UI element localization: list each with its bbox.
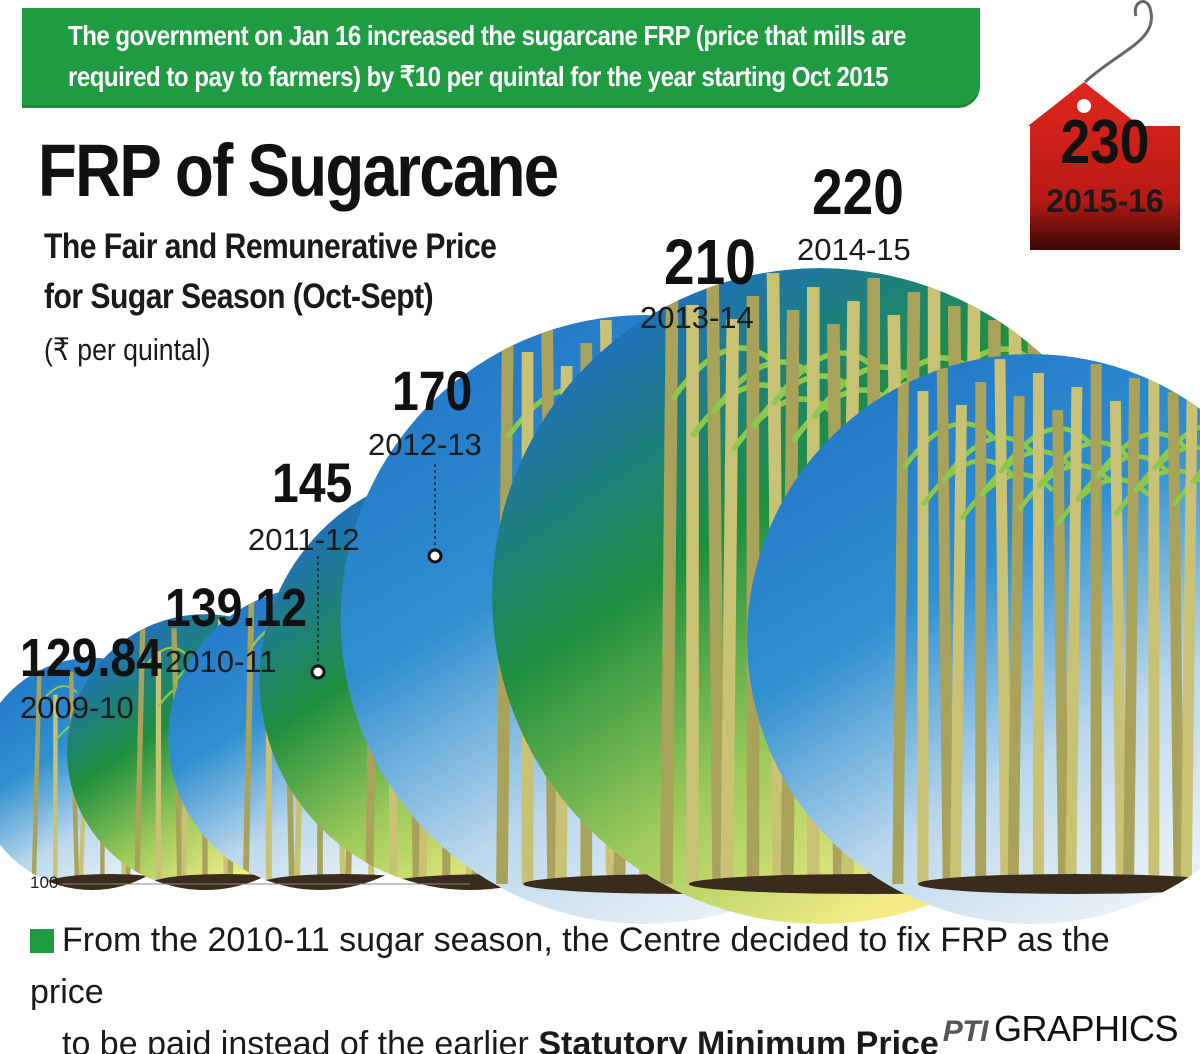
- cane-leaf: [1132, 445, 1200, 494]
- connector-group: [310, 464, 443, 680]
- value-label-2012-13: 170: [392, 361, 472, 423]
- footnote-text-1: From the 2010-11 sugar season, the Centr…: [30, 921, 1110, 1011]
- cane-stalk: [1180, 368, 1198, 885]
- value-label-2009-10: 129.84: [20, 627, 162, 688]
- footnote-line-1: From the 2010-11 sugar season, the Centr…: [30, 914, 1180, 1018]
- banner-line-1: The government on Jan 16 increased the s…: [68, 20, 906, 51]
- value-label-2013-14: 210: [664, 226, 756, 298]
- year-label-2015-16: 2015-16: [1046, 183, 1163, 219]
- cane-stalk: [1123, 377, 1141, 885]
- pti-logo: PTI: [942, 1015, 989, 1048]
- footnote-text-2: to be paid instead of the earlier: [62, 1025, 539, 1054]
- tag-shape: [1028, 82, 1180, 250]
- cane-stalk: [936, 367, 954, 885]
- footnote-emphasis: Statutory Minimum Price: [538, 1025, 939, 1054]
- credit-text: GRAPHICS: [993, 1008, 1179, 1049]
- year-label-2010-11: 2010-11: [165, 644, 276, 679]
- cane-stalk: [706, 281, 725, 885]
- cane-stalk: [892, 354, 910, 885]
- connector-dot: [427, 548, 443, 564]
- year-label-2011-12: 2011-12: [248, 522, 359, 557]
- cane-leaf: [1171, 459, 1200, 508]
- cane-stalk: [31, 657, 42, 885]
- baseline-label: 100: [30, 873, 58, 892]
- tag-string: [1083, 0, 1153, 84]
- cane-stalk: [1065, 386, 1083, 885]
- value-label-2010-11: 139.12: [165, 577, 307, 638]
- banner-line-2: required to pay to farmers) by ₹10 per q…: [68, 61, 888, 92]
- cane-leaf: [1151, 422, 1200, 471]
- cane-stalk: [1007, 395, 1025, 885]
- chart-subtitle-line-2: for Sugar Season (Oct-Sept): [44, 277, 434, 316]
- price-tag: [1028, 0, 1180, 250]
- cane-stalk: [949, 404, 967, 885]
- cane-stalk: [1167, 391, 1185, 885]
- cane-leaf: [141, 646, 188, 670]
- bubble-group: [0, 268, 1200, 924]
- value-label-2011-12: 145: [272, 453, 352, 515]
- cane-stalk: [1052, 409, 1070, 885]
- value-label-2014-15: 220: [812, 156, 904, 228]
- cane-stalk: [720, 318, 740, 885]
- cane-stalk: [134, 614, 146, 885]
- headline-banner: The government on Jan 16 increased the s…: [22, 8, 980, 108]
- footnote-line-2: to be paid instead of the earlier Statut…: [30, 1018, 1180, 1054]
- year-label-2014-15: 2014-15: [797, 232, 911, 267]
- soil: [918, 874, 1200, 894]
- year-label-2009-10: 2009-10: [20, 690, 134, 725]
- bubble-2015-16: [747, 354, 1200, 924]
- chart-subtitle-line-1: The Fair and Remunerative Price: [44, 227, 497, 266]
- cane-stalk: [242, 586, 255, 885]
- year-label-2013-14: 2013-14: [640, 300, 754, 335]
- credit: PTI GRAPHICS: [942, 1008, 1179, 1050]
- value-label-2015-16: 230: [1061, 108, 1150, 177]
- legend-swatch: [30, 929, 54, 953]
- cane-stalk: [660, 268, 679, 885]
- cane-stalk: [994, 358, 1012, 885]
- connector-dot: [310, 664, 326, 680]
- chart-title: FRP of Sugarcane: [38, 129, 559, 212]
- tag-hole: [1077, 99, 1091, 113]
- unit-label: (₹ per quintal): [44, 332, 211, 367]
- footnote: From the 2010-11 sugar season, the Centr…: [30, 914, 1180, 1054]
- cane-stalk: [1109, 400, 1127, 885]
- cane-leaf: [38, 685, 78, 705]
- year-label-2012-13: 2012-13: [368, 427, 482, 462]
- cane-leaf: [998, 426, 1093, 475]
